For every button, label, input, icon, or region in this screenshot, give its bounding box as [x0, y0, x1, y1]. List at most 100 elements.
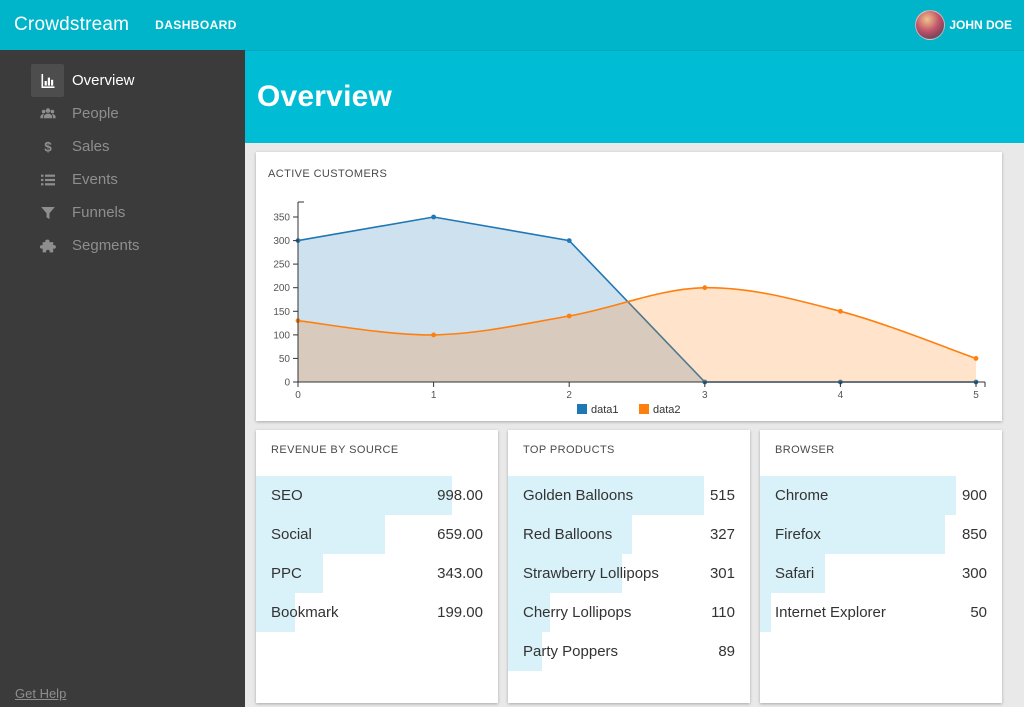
user-name: JOHN DOE — [949, 18, 1012, 32]
stat-value: 515 — [709, 487, 735, 504]
stat-value: 300 — [961, 565, 987, 582]
bar-chart-icon — [31, 64, 64, 97]
sidebar-item-funnels[interactable]: Funnels — [0, 196, 245, 229]
stat-bar — [760, 476, 957, 515]
stat-bar — [508, 476, 705, 515]
svg-text:data1: data1 — [591, 404, 619, 416]
stat-label: Cherry Lollipops — [523, 604, 632, 621]
stat-value: 50 — [970, 604, 987, 621]
stat-value: 343.00 — [437, 565, 483, 582]
y-tick-label: 300 — [273, 236, 290, 247]
x-tick-label: 2 — [566, 390, 572, 401]
stat-row: SEO 998.00 — [256, 476, 498, 515]
sidebar-item-label: People — [72, 105, 119, 122]
revenue-by-source-card: REVENUE BY SOURCE SEO 998.00 Social 659.00 P… — [256, 430, 498, 703]
page-title: Overview — [257, 80, 393, 113]
page-header: Overview — [245, 50, 1024, 143]
data-point-data1[interactable] — [431, 214, 436, 220]
data-point-data2[interactable] — [838, 308, 843, 314]
stat-bar — [760, 593, 771, 632]
sidebar-item-overview[interactable]: Overview — [0, 64, 245, 97]
sidebar-item-segments[interactable]: Segments — [0, 229, 245, 262]
stat-label: Social — [271, 526, 312, 543]
stat-row: Safari 300 — [760, 554, 1002, 593]
x-tick-label: 3 — [702, 390, 708, 401]
data-point-data2[interactable] — [973, 356, 979, 361]
stat-bar — [760, 515, 946, 554]
stat-value: 850 — [961, 526, 987, 543]
legend-item-data2[interactable]: data2 — [639, 404, 681, 416]
legend-item-data1[interactable]: data1 — [577, 404, 619, 416]
stat-value: 998.00 — [437, 487, 483, 504]
stat-label: SEO — [271, 487, 303, 504]
data-point-data2[interactable] — [702, 285, 708, 291]
puzzle-icon — [31, 229, 64, 262]
y-tick-label: 50 — [279, 354, 291, 365]
sidebar-item-events[interactable]: Events — [0, 163, 245, 196]
stat-value: 199.00 — [437, 604, 483, 621]
stat-value: 89 — [718, 643, 735, 660]
stat-row: Chrome 900 — [760, 476, 1002, 515]
brand-logo[interactable]: Crowdstream — [14, 14, 130, 35]
stat-label: Internet Explorer — [775, 604, 886, 621]
y-tick-label: 350 — [273, 213, 290, 224]
sidebar-item-label: Events — [72, 171, 118, 188]
stat-row: Party Poppers 89 — [508, 632, 750, 671]
stat-bar — [256, 476, 453, 515]
stat-bar — [256, 554, 324, 593]
data-point-data1[interactable] — [566, 238, 572, 243]
top-products-card: TOP PRODUCTS Golden Balloons 515 Red Ballo… — [508, 430, 750, 703]
stat-label: Safari — [775, 565, 815, 582]
browser-card: BROWSER Chrome 900 Firefox 850 Safari 300 Inte… — [760, 430, 1002, 703]
stat-rows: Chrome 900 Firefox 850 Safari 300 Internet Exp… — [760, 476, 1002, 632]
stat-label: Bookmark — [271, 604, 339, 621]
data-point-data2[interactable] — [431, 332, 436, 338]
sidebar-item-label: Overview — [72, 72, 135, 89]
top-bar: Crowdstream DASHBOARD JOHN DOE — [0, 0, 1024, 50]
stat-row: Golden Balloons 515 — [508, 476, 750, 515]
stat-value: 301 — [709, 565, 735, 582]
y-tick-label: 150 — [273, 307, 290, 318]
stat-label: Party Poppers — [523, 643, 619, 660]
area-chart: 0 50 100 150 200 250 300 350 0 1 2 3 4 5 data1 data2 — [268, 190, 990, 427]
stat-bar — [256, 515, 386, 554]
list-icon — [31, 163, 64, 196]
stat-value: 659.00 — [437, 526, 483, 543]
stat-row: PPC 343.00 — [256, 554, 498, 593]
stat-bar — [508, 593, 550, 632]
sidebar-item-label: Segments — [72, 237, 140, 254]
funnel-icon — [31, 196, 64, 229]
stat-row: Strawberry Lollipops 301 — [508, 554, 750, 593]
stat-row: Bookmark 199.00 — [256, 593, 498, 632]
sidebar-item-sales[interactable]: $ Sales — [0, 130, 245, 163]
stat-value: 110 — [711, 604, 735, 621]
line-data2 — [297, 286, 977, 360]
stat-bar — [508, 515, 633, 554]
stat-bar — [508, 554, 623, 593]
user-menu[interactable]: JOHN DOE — [915, 10, 1012, 40]
sidebar-nav: Overview People $ Sales Events Funnels Segment… — [0, 50, 245, 262]
stat-row: Firefox 850 — [760, 515, 1002, 554]
get-help-link[interactable]: Get Help — [15, 686, 67, 701]
active-customers-card: ACTIVE CUSTOMERS 0 50 100 150 200 250 300 350 0 1… — [256, 152, 1002, 421]
stat-value: 327 — [709, 526, 735, 543]
stat-label: Red Balloons — [523, 526, 613, 543]
main-area: Overview ACTIVE CUSTOMERS 0 50 100 150 200 25… — [245, 50, 1024, 707]
users-icon — [31, 97, 64, 130]
stat-rows: SEO 998.00 Social 659.00 PPC 343.00 Bookmark 19… — [256, 476, 498, 632]
x-tick-label: 5 — [973, 390, 979, 401]
nav-dashboard[interactable]: DASHBOARD — [155, 18, 237, 32]
avatar[interactable] — [915, 10, 946, 40]
stat-bar — [760, 554, 826, 593]
svg-text:$: $ — [44, 139, 52, 154]
x-tick-label: 4 — [838, 390, 844, 401]
stat-row: Internet Explorer 50 — [760, 593, 1002, 632]
y-tick-label: 200 — [273, 283, 290, 294]
stat-label: Firefox — [775, 526, 821, 543]
data-point-data2[interactable] — [566, 313, 572, 319]
card-title: TOP PRODUCTS — [523, 444, 615, 456]
content-area: ACTIVE CUSTOMERS 0 50 100 150 200 250 300 350 0 1… — [245, 143, 1024, 703]
stat-value: 900 — [961, 487, 987, 504]
sidebar-item-people[interactable]: People — [0, 97, 245, 130]
card-title: BROWSER — [775, 444, 835, 456]
